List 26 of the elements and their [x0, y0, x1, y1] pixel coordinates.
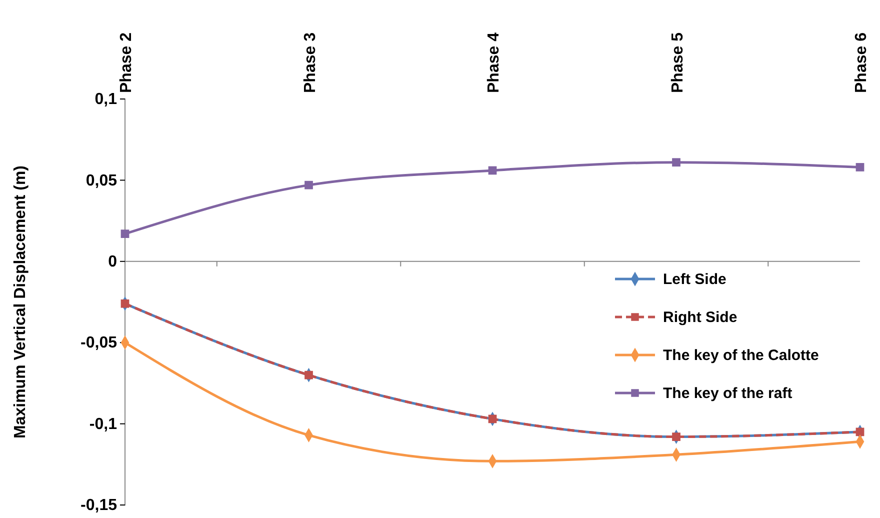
x-tick-label: Phase 3 — [302, 32, 319, 93]
y-tick-label: 0,05 — [86, 172, 118, 190]
legend-label: Right Side — [663, 309, 738, 326]
point — [120, 299, 130, 308]
legend-label: The key of the raft — [663, 385, 792, 402]
legend-label: Left Side — [663, 271, 726, 288]
point — [304, 370, 313, 380]
point — [488, 166, 497, 175]
x-tick-label: Phase 5 — [669, 32, 686, 93]
x-tick-label: Phase 2 — [118, 32, 135, 93]
x-tick-label: Phase 6 — [853, 32, 870, 93]
point — [856, 428, 864, 436]
y-axis-title: Maximum Vertical Displacement (m) — [12, 166, 29, 438]
point — [120, 230, 130, 238]
point — [488, 414, 497, 424]
x-tick-label: Phase 4 — [486, 32, 502, 93]
point — [672, 432, 680, 441]
y-tick-label: -0,05 — [80, 334, 118, 352]
point — [304, 180, 313, 190]
point — [672, 158, 680, 167]
y-tick-label: -0,1 — [89, 416, 118, 433]
y-tick-label: -0,15 — [80, 497, 118, 514]
point — [856, 163, 864, 172]
y-tick-label: 0,1 — [94, 91, 118, 108]
y-tick-label: 0 — [108, 254, 118, 271]
legend-label: The key of the Calotte — [663, 347, 819, 364]
